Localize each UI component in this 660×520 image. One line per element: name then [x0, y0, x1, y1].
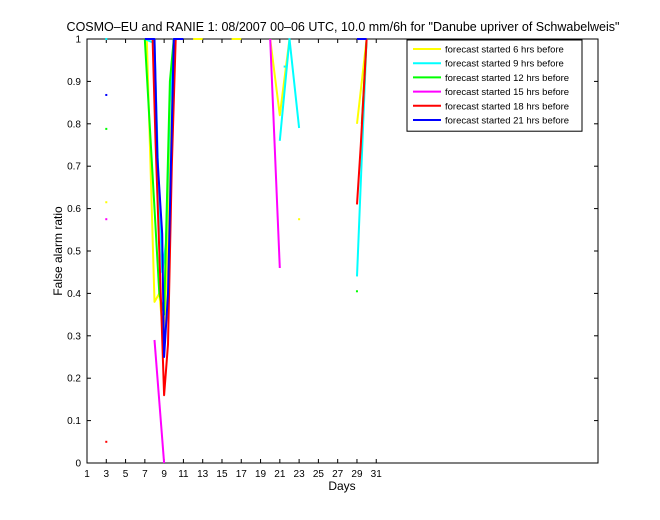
series-point	[105, 127, 108, 130]
y-tick-label: 0.6	[67, 204, 81, 215]
y-tick-label: 0.4	[67, 289, 81, 300]
x-tick-label: 29	[351, 469, 363, 480]
legend-label: forecast started 12 hrs before	[445, 73, 569, 84]
legend: forecast started 6 hrs before forecast st…	[406, 39, 583, 132]
series-line	[269, 38, 281, 269]
series-point	[298, 218, 301, 221]
series-6	[105, 38, 367, 358]
x-axis-title: Days	[328, 479, 355, 493]
chart-title: COSMO–EU and RANIE 1: 08/2007 00–06 UTC,…	[67, 20, 620, 34]
legend-label: forecast started 15 hrs before	[445, 87, 569, 98]
series-line	[153, 339, 166, 464]
x-tick-label: 5	[123, 469, 129, 480]
series-line	[144, 38, 184, 358]
y-tick-label: 0.2	[67, 374, 81, 385]
x-tick-label: 11	[178, 469, 189, 480]
x-tick-label: 17	[236, 469, 248, 480]
x-tick-label: 13	[197, 469, 209, 480]
series-line	[278, 38, 301, 141]
series-point	[283, 65, 286, 68]
legend-label: forecast started 21 hrs before	[445, 116, 569, 127]
y-tick-label: 0.5	[67, 247, 81, 258]
x-tick-label: 19	[255, 469, 267, 480]
series-point	[105, 440, 108, 443]
x-tick-label: 31	[371, 469, 383, 480]
y-tick-label: 0.9	[67, 77, 81, 88]
legend-label: forecast started 9 hrs before	[445, 59, 564, 70]
x-tick-label: 15	[216, 469, 228, 480]
x-tick-label: 3	[104, 469, 110, 480]
x-tick-label: 27	[332, 469, 344, 480]
x-tick-label: 21	[274, 469, 286, 480]
series-point	[105, 93, 108, 96]
axis-ticks: 1 3 5 7 9 11 13 15 17 19 21 23 25 27 29 3100.10.20.30.4…	[67, 35, 598, 480]
series-point	[105, 38, 108, 40]
y-tick-label: 0	[75, 459, 81, 470]
legend-label: forecast started 18 hrs before	[445, 101, 569, 112]
x-tick-label: 25	[313, 469, 325, 480]
y-axis-title: False alarm ratio	[51, 206, 65, 296]
series-point	[355, 290, 358, 293]
series-point	[105, 218, 108, 221]
legend-label: forecast started 6 hrs before	[445, 45, 564, 56]
series-line	[356, 38, 368, 205]
y-tick-label: 0.7	[67, 162, 81, 173]
series-layer	[105, 38, 368, 464]
y-tick-label: 0.1	[67, 416, 81, 427]
x-tick-label: 1	[84, 469, 90, 480]
y-tick-label: 0.3	[67, 331, 81, 342]
y-tick-label: 0.8	[67, 119, 81, 130]
x-tick-label: 7	[142, 469, 148, 480]
series-point	[105, 201, 108, 204]
x-tick-label: 9	[161, 469, 167, 480]
x-tick-label: 23	[294, 469, 306, 480]
y-tick-label: 1	[75, 35, 81, 46]
legend-box	[406, 39, 583, 132]
